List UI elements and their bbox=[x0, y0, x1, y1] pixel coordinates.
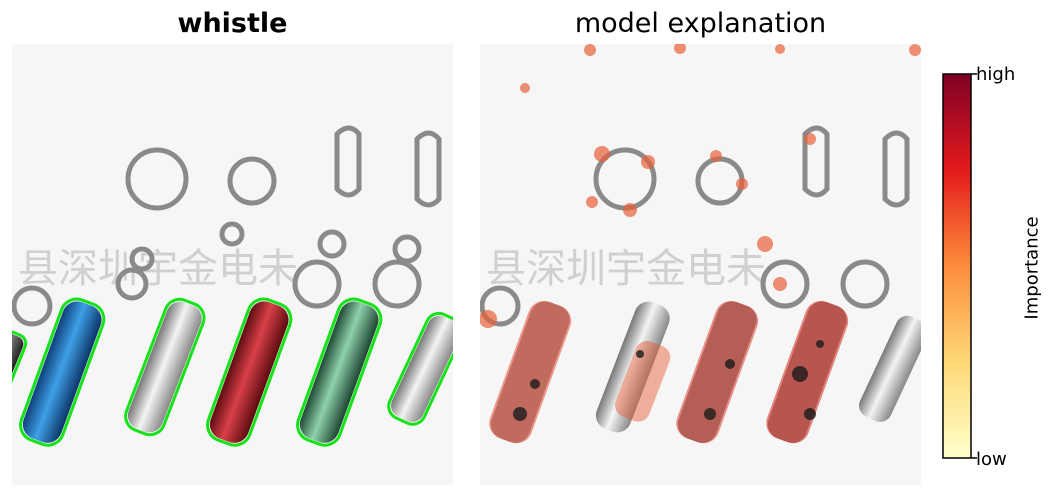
explanation-image: 县深圳宇金电未 bbox=[480, 44, 921, 485]
whistles bbox=[12, 301, 453, 443]
importance-overlay bbox=[480, 44, 921, 444]
colorbar-high-label: high bbox=[976, 64, 1016, 85]
colorbar-low-label: low bbox=[976, 449, 1007, 470]
original-image: 县深圳宇金电未 bbox=[12, 44, 453, 485]
original-image-title: whistle bbox=[177, 8, 288, 39]
segmentation-outlines bbox=[12, 297, 453, 447]
watermark-text-overlay: 县深圳宇金电未 bbox=[486, 246, 766, 292]
explanation-title: model explanation bbox=[574, 8, 827, 39]
importance-colorbar bbox=[942, 73, 977, 459]
keyrings bbox=[12, 125, 442, 327]
colorbar-title: Importance bbox=[1021, 216, 1043, 320]
watermark-text: 县深圳宇金电未 bbox=[18, 246, 298, 292]
keyrings-overlay bbox=[480, 125, 910, 327]
